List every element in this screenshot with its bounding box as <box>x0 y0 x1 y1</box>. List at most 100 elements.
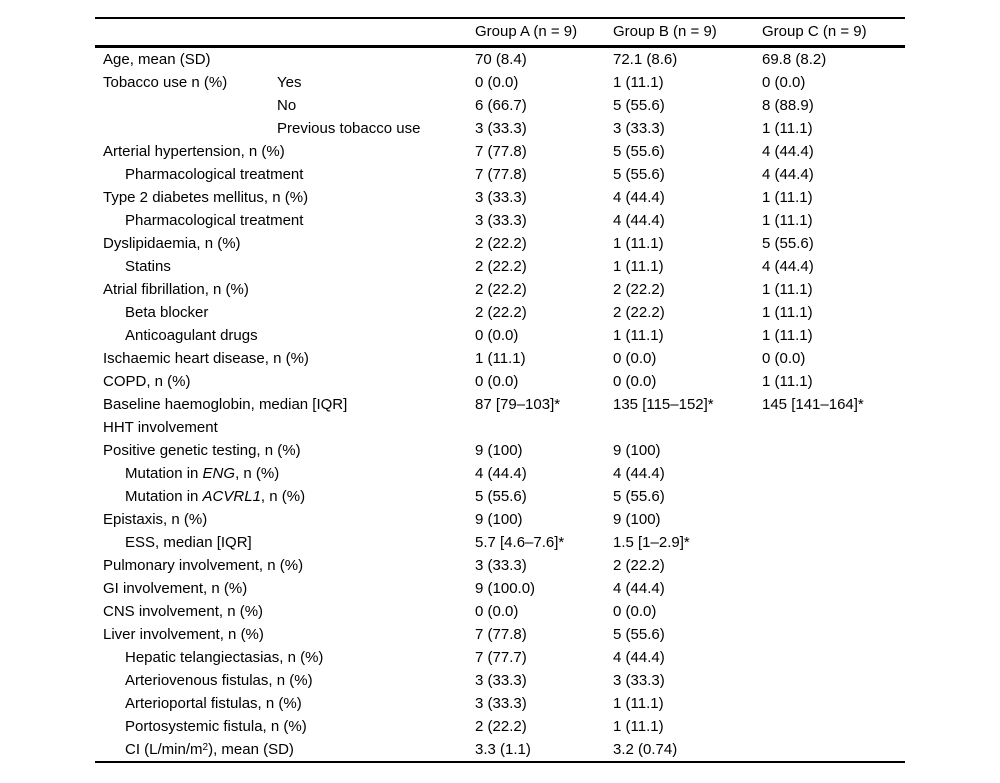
cell-group-a: 7 (77.7) <box>475 648 527 666</box>
cell-group-b: 2 (22.2) <box>613 556 665 574</box>
table-row: GI involvement, n (%) 9 (100.0) 4 (44.4) <box>95 577 905 600</box>
cell-group-a: 5.7 [4.6–7.6]* <box>475 533 565 551</box>
cell-group-a: 3 (33.3) <box>475 671 527 689</box>
cell-group-a: 9 (100) <box>475 441 523 459</box>
cell-group-a <box>467 416 605 439</box>
gene-name-italic: ACVRL1 <box>202 487 261 505</box>
cell-group-c: 5 (55.6) <box>762 234 814 252</box>
cell-group-a: 2 (22.2) <box>475 257 527 275</box>
table-body: Age, mean (SD) 70 (8.4) 72.1 (8.6) 69.8 (8.… <box>95 46 905 762</box>
cell-group-b: 1 (11.1) <box>613 694 664 712</box>
group-comparison-table: Group A (n = 9) Group B (n = 9) Group C … <box>95 17 905 763</box>
cell-group-c: 145 [141–164]* <box>762 395 864 413</box>
cell-group-a: 2 (22.2) <box>475 280 527 298</box>
cell-group-b: 4 (44.4) <box>613 211 665 229</box>
cell-group-b: 4 (44.4) <box>613 188 665 206</box>
row-label: Arteriovenous fistulas, n (%) <box>125 671 313 689</box>
row-label: ESS, median [IQR] <box>125 533 252 551</box>
row-label: GI involvement, n (%) <box>103 579 248 597</box>
table-row: No 6 (66.7) 5 (55.6) 8 (88.9) <box>95 94 905 117</box>
table-row: Anticoagulant drugs 0 (0.0) 1 (11.1) 1 (11.… <box>95 324 905 347</box>
cell-group-c <box>754 738 905 762</box>
header-group-a: Group A (n = 9) <box>475 23 578 41</box>
cell-group-c: 1 (11.1) <box>762 119 813 137</box>
row-label: CNS involvement, n (%) <box>103 602 264 620</box>
header-empty-cell <box>95 18 467 46</box>
table-row: Liver involvement, n (%) 7 (77.8) 5 (55.6) <box>95 623 905 646</box>
cell-group-a: 5 (55.6) <box>475 487 527 505</box>
row-label: Arterial hypertension, n (%) <box>103 142 285 160</box>
cell-group-b: 5 (55.6) <box>613 487 665 505</box>
cell-group-c <box>754 416 905 439</box>
cell-group-a: 0 (0.0) <box>475 372 519 390</box>
label-text: , n (%) <box>235 464 280 482</box>
table-row: Age, mean (SD) 70 (8.4) 72.1 (8.6) 69.8 (8.… <box>95 46 905 71</box>
cell-group-c <box>754 508 905 531</box>
cell-group-c <box>754 577 905 600</box>
table-row: Pharmacological treatment 3 (33.3) 4 (44.4… <box>95 209 905 232</box>
table-header: Group A (n = 9) Group B (n = 9) Group C … <box>95 18 905 46</box>
table-row: Arterial hypertension, n (%) 7 (77.8) 5 (5… <box>95 140 905 163</box>
table-row: Ischaemic heart disease, n (%) 1 (11.1) 0 … <box>95 347 905 370</box>
cell-group-b: 9 (100) <box>613 441 661 459</box>
row-label: Pharmacological treatment <box>125 165 304 183</box>
row-label: Anticoagulant drugs <box>125 326 258 344</box>
table-row: Type 2 diabetes mellitus, n (%) 3 (33.3) 4… <box>95 186 905 209</box>
row-label: Ischaemic heart disease, n (%) <box>103 349 309 367</box>
header-group-b: Group B (n = 9) <box>613 23 717 41</box>
label-text: Mutation in <box>125 464 203 482</box>
cell-group-c: 1 (11.1) <box>762 326 813 344</box>
row-label: Portosystemic fistula, n (%) <box>125 717 307 735</box>
row-label: Tobacco use n (%) <box>103 73 228 91</box>
cell-group-a: 3 (33.3) <box>475 556 527 574</box>
row-label: Statins <box>125 257 171 275</box>
superscript: 2 <box>202 741 209 753</box>
cell-group-a: 2 (22.2) <box>475 303 527 321</box>
cell-group-c <box>754 439 905 462</box>
cell-group-c <box>754 485 905 508</box>
row-sublabel: Previous tobacco use <box>277 119 421 137</box>
cell-group-c <box>754 646 905 669</box>
cell-group-a: 7 (77.8) <box>475 625 527 643</box>
table-row: Tobacco use n (%) Yes 0 (0.0) 1 (11.1) 0 (0.… <box>95 71 905 94</box>
cell-group-b: 135 [115–152]* <box>613 395 714 413</box>
header-group-c: Group C (n = 9) <box>762 23 867 41</box>
cell-group-a: 2 (22.2) <box>475 717 527 735</box>
label-text: , n (%) <box>260 487 306 505</box>
cell-group-a: 0 (0.0) <box>475 73 519 91</box>
cell-group-a: 87 [79–103]* <box>475 395 561 413</box>
cell-group-a: 0 (0.0) <box>475 326 519 344</box>
cell-group-b <box>605 416 754 439</box>
cell-group-b: 1 (11.1) <box>613 73 664 91</box>
cell-group-c: 1 (11.1) <box>762 280 813 298</box>
row-label: HHT involvement <box>103 418 218 436</box>
row-label: Positive genetic testing, n (%) <box>103 441 301 459</box>
cell-group-c: 4 (44.4) <box>762 142 814 160</box>
cell-group-a: 3 (33.3) <box>475 188 527 206</box>
table-row: Arteriovenous fistulas, n (%) 3 (33.3) 3 (… <box>95 669 905 692</box>
row-sublabel: Yes <box>277 73 302 91</box>
cell-group-b: 1 (11.1) <box>613 326 664 344</box>
cell-group-a: 2 (22.2) <box>475 234 527 252</box>
table-row: Dyslipidaemia, n (%) 2 (22.2) 1 (11.1) 5 (5… <box>95 232 905 255</box>
cell-group-b: 2 (22.2) <box>613 303 665 321</box>
cell-group-c <box>754 600 905 623</box>
table-row: CNS involvement, n (%) 0 (0.0) 0 (0.0) <box>95 600 905 623</box>
cell-group-b: 1 (11.1) <box>613 717 664 735</box>
cell-group-c: 4 (44.4) <box>762 165 814 183</box>
row-label: Age, mean (SD) <box>103 50 211 68</box>
table-row: Previous tobacco use 3 (33.3) 3 (33.3) 1 (1… <box>95 117 905 140</box>
cell-group-b: 0 (0.0) <box>613 602 657 620</box>
cell-group-a: 7 (77.8) <box>475 165 527 183</box>
cell-group-a: 9 (100) <box>475 510 523 528</box>
table-row: HHT involvement <box>95 416 905 439</box>
row-sublabel: No <box>277 96 297 114</box>
cell-group-b: 3.2 (0.74) <box>613 740 678 758</box>
label-text: CI (L/min/m <box>125 740 203 758</box>
cell-group-b: 9 (100) <box>613 510 661 528</box>
table-row: Pulmonary involvement, n (%) 3 (33.3) 2 (2… <box>95 554 905 577</box>
cell-group-b: 0 (0.0) <box>613 372 657 390</box>
cell-group-c <box>754 554 905 577</box>
cell-group-b: 5 (55.6) <box>613 165 665 183</box>
